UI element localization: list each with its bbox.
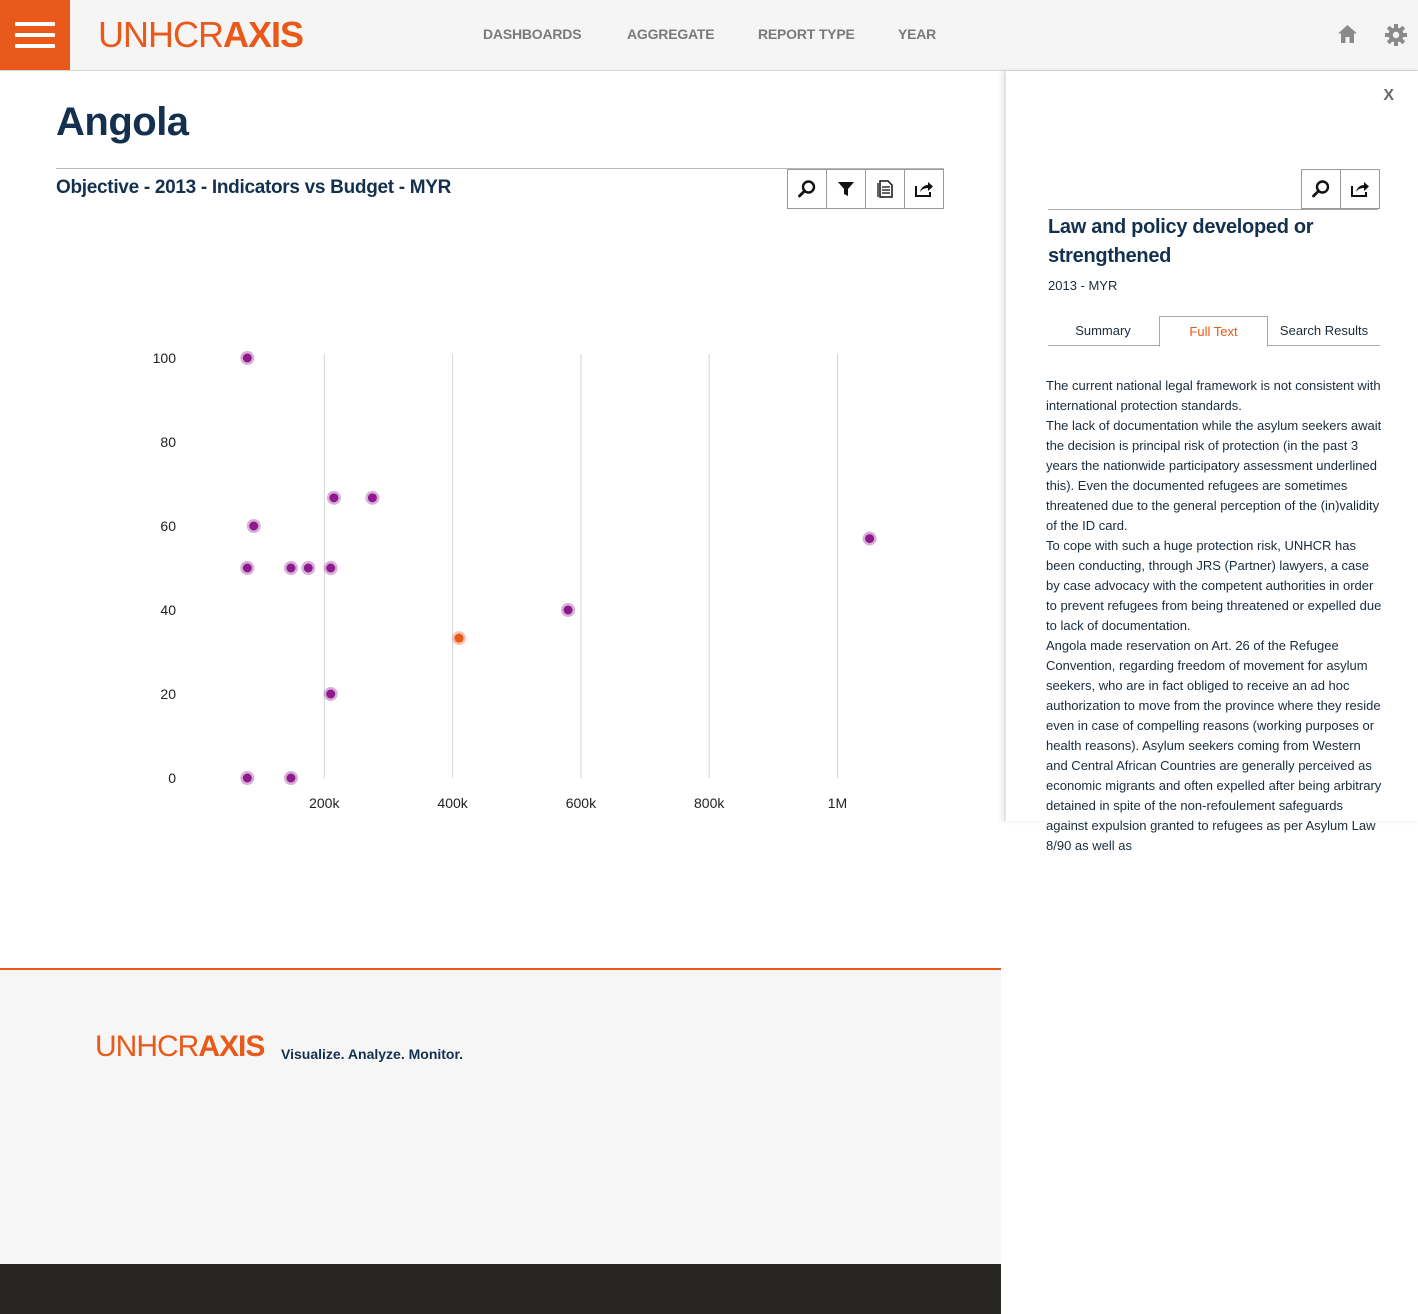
- logo-text-axis: AXIS: [223, 14, 304, 55]
- data-point[interactable]: [303, 563, 313, 573]
- logo-text-unhcr: UNHCR: [98, 14, 224, 55]
- panel-title: Law and policy developed or strengthened: [1048, 216, 1314, 267]
- footer: UNHCRAXIS Visualize. Analyze. Monitor.: [0, 968, 1001, 1266]
- data-point[interactable]: [329, 493, 339, 503]
- panel-tabs: Summary Full Text Search Results: [1048, 316, 1380, 347]
- nav-report-type[interactable]: REPORT TYPE: [758, 26, 855, 42]
- full-text-content: The current national legal framework is …: [1046, 376, 1382, 856]
- data-point[interactable]: [286, 773, 296, 783]
- share-icon: [1351, 182, 1369, 197]
- data-point[interactable]: [242, 773, 252, 783]
- footer-logo-unhcr: UNHCR: [95, 1030, 199, 1063]
- share-icon: [915, 182, 933, 197]
- panel-share-button[interactable]: [1340, 170, 1379, 208]
- page-title: Angola: [56, 100, 189, 144]
- chart-header: Objective - 2013 - Indicators vs Budget …: [56, 168, 944, 209]
- full-text-paragraph: The current national legal framework is …: [1046, 378, 1381, 413]
- x-tick-label: 400k: [437, 795, 468, 811]
- home-icon[interactable]: [1337, 24, 1358, 49]
- data-point[interactable]: [563, 605, 573, 615]
- chart-toolbar: [787, 169, 944, 209]
- full-text-paragraph: Angola made reservation on Art. 26 of th…: [1046, 638, 1382, 853]
- data-point[interactable]: [242, 353, 252, 363]
- zoom-button[interactable]: [788, 170, 826, 208]
- tab-search-results[interactable]: Search Results: [1279, 322, 1369, 338]
- full-text-paragraph: To cope with such a huge protection risk…: [1046, 538, 1382, 633]
- share-button[interactable]: [904, 170, 943, 208]
- menu-bar-icon: [15, 22, 55, 26]
- data-point[interactable]: [326, 689, 336, 699]
- tab-summary[interactable]: Summary: [1075, 322, 1131, 338]
- x-tick-label: 800k: [694, 795, 725, 811]
- data-point[interactable]: [326, 563, 336, 573]
- data-point[interactable]: [286, 563, 296, 573]
- data-point[interactable]: [454, 633, 464, 643]
- panel-subtitle: 2013 - MYR: [1048, 278, 1118, 293]
- y-tick-label: 80: [160, 434, 176, 450]
- panel-header: [1048, 169, 1380, 210]
- x-tick-label: 1M: [828, 795, 847, 811]
- y-tick-label: 60: [160, 518, 176, 534]
- search-icon: [1312, 180, 1330, 198]
- report-button[interactable]: [865, 170, 904, 208]
- footer-tagline: Visualize. Analyze. Monitor.: [281, 1046, 464, 1062]
- top-bar: UNHCRAXIS DASHBOARDS AGGREGATE REPORT TY…: [0, 0, 1418, 71]
- full-text-paragraph: The lack of documentation while the asyl…: [1046, 418, 1382, 533]
- search-icon: [798, 180, 816, 198]
- app-logo[interactable]: UNHCRAXIS: [98, 12, 304, 58]
- data-point[interactable]: [249, 521, 259, 531]
- scatter-chart: 200k 400k 600k 800k 1M 0 20 40 60 80 100: [153, 350, 877, 811]
- data-point[interactable]: [865, 534, 875, 544]
- x-tick-label: 600k: [566, 795, 597, 811]
- panel-search-button[interactable]: [1302, 170, 1340, 208]
- hamburger-menu-button[interactable]: [0, 0, 70, 70]
- nav-aggregate[interactable]: AGGREGATE: [627, 26, 715, 42]
- filter-icon: [838, 182, 854, 196]
- menu-bar-icon: [15, 33, 55, 37]
- nav-dashboards[interactable]: DASHBOARDS: [483, 26, 582, 42]
- data-point[interactable]: [367, 493, 377, 503]
- filter-button[interactable]: [826, 170, 865, 208]
- gear-icon[interactable]: [1385, 24, 1407, 51]
- chart-title: Objective - 2013 - Indicators vs Budget …: [56, 177, 452, 198]
- data-point[interactable]: [242, 563, 252, 573]
- footer-logo-axis: AXIS: [198, 1030, 265, 1063]
- y-tick-label: 20: [160, 686, 176, 702]
- tab-full-text[interactable]: Full Text: [1159, 316, 1268, 347]
- detail-panel: X Law and policy developed or strengthen…: [1004, 71, 1418, 821]
- y-tick-label: 100: [153, 350, 177, 366]
- x-tick-label: 200k: [309, 795, 340, 811]
- bottom-bar: [0, 1264, 1001, 1314]
- y-tick-label: 0: [168, 770, 176, 786]
- close-panel-button[interactable]: X: [1383, 87, 1394, 104]
- menu-bar-icon: [15, 44, 55, 48]
- footer-logo[interactable]: UNHCRAXIS: [95, 1030, 265, 1064]
- nav-year[interactable]: YEAR: [898, 26, 937, 42]
- panel-toolbar: [1301, 169, 1380, 209]
- document-icon: [877, 180, 893, 198]
- y-tick-label: 40: [160, 602, 176, 618]
